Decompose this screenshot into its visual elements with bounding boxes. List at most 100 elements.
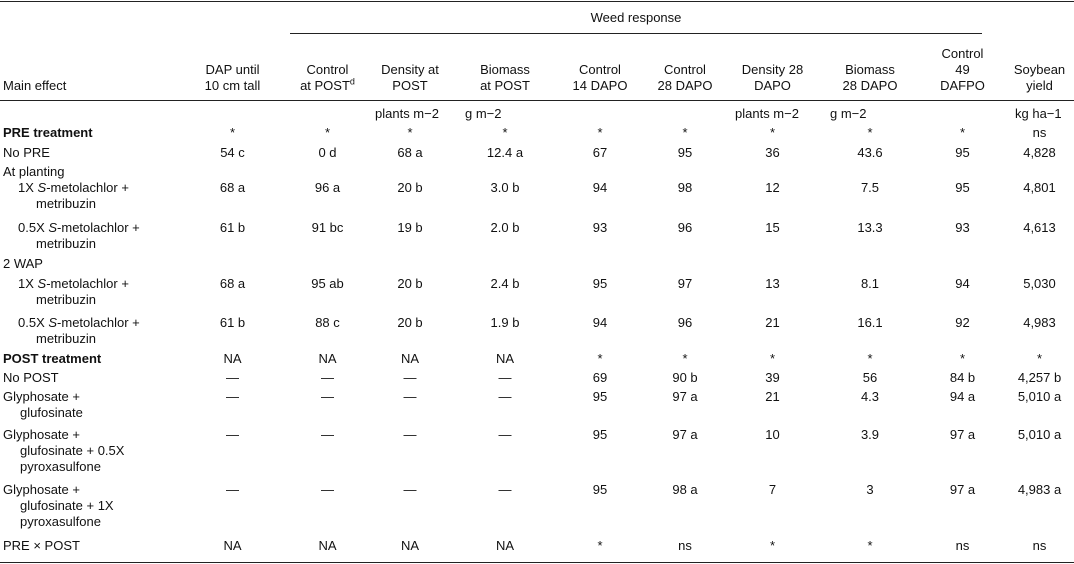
table-cell: 93	[592, 220, 608, 235]
table-cell: 94	[592, 315, 608, 330]
row-label: pyroxasulfone	[20, 514, 101, 529]
table-cell: 5,010 a	[1017, 427, 1062, 442]
row-label: PRE treatment	[3, 125, 93, 140]
table-cell: 10	[765, 427, 780, 442]
table-cell: —	[321, 389, 334, 404]
table-cell: 98	[677, 180, 693, 195]
table-cell: —	[321, 482, 334, 497]
column-header-line: 10 cm tall	[204, 78, 261, 93]
column-header-line: DAPO	[754, 78, 791, 93]
table-cell: 4.3	[860, 389, 880, 404]
table-cell: 3.9	[860, 427, 880, 442]
table-cell: *	[959, 125, 966, 140]
unit-label: g m−2	[465, 106, 502, 121]
column-header-line: DAP until	[205, 62, 260, 77]
table-cell: —	[321, 427, 334, 442]
table-cell: 5,010 a	[1017, 389, 1062, 404]
table-cell: *	[1036, 351, 1043, 366]
table-cell: 94 a	[949, 389, 976, 404]
table-cell: —	[226, 482, 239, 497]
row-label: POST treatment	[3, 351, 102, 366]
table-cell: NA	[223, 538, 242, 553]
row-label: 0.5X S-metolachlor +	[18, 220, 140, 235]
table-cell: *	[502, 125, 508, 140]
table-cell: 94	[592, 180, 608, 195]
row-label: metribuzin	[36, 196, 96, 211]
table-cell: 16.1	[857, 315, 883, 330]
table-cell: 4,257 b	[1017, 370, 1062, 385]
table-cell: 3.0 b	[490, 180, 520, 195]
table-cell: *	[407, 125, 413, 140]
table-cell: 8.1	[860, 276, 880, 291]
table-cell: 90 b	[672, 370, 698, 385]
table-cell: 61 b	[219, 315, 246, 330]
column-header-line: Control	[306, 62, 349, 77]
rule-bottom	[0, 562, 1074, 563]
table-cell: 84 b	[949, 370, 976, 385]
table-cell: 96 a	[314, 180, 341, 195]
table-cell: *	[867, 538, 873, 553]
table-cell: 95	[592, 389, 608, 404]
table-cell: 4,983	[1023, 315, 1056, 330]
table-cell: 95	[955, 180, 970, 195]
table-cell: 7	[768, 482, 777, 497]
rule-top	[0, 1, 1074, 2]
table-cell: ns	[678, 538, 692, 553]
row-label: No POST	[3, 370, 59, 385]
table-cell: NA	[400, 351, 420, 366]
table-cell: 69	[592, 370, 608, 385]
row-label: 1X S-metolachlor +	[18, 276, 129, 291]
table-cell: 4,828	[1023, 145, 1056, 160]
table-cell: 61 b	[219, 220, 246, 235]
table-cell: 13	[765, 276, 780, 291]
column-header-line: yield	[1026, 78, 1053, 93]
table-cell: ns	[955, 538, 970, 553]
row-label: metribuzin	[36, 236, 96, 251]
table-cell: ns	[1032, 538, 1047, 553]
column-header-line: DAFPO	[940, 78, 985, 93]
table-cell: 97	[677, 276, 693, 291]
row-label: Glyphosate +	[3, 389, 80, 404]
table-cell: —	[226, 427, 239, 442]
table-cell: *	[682, 351, 688, 366]
unit-label: plants m−2	[375, 106, 439, 121]
table-cell: 12.4 a	[486, 145, 524, 160]
table-cell: 15	[765, 220, 780, 235]
table-cell: *	[867, 351, 873, 366]
table-cell: *	[597, 351, 603, 366]
table-cell: 21	[765, 315, 780, 330]
table-cell: 97 a	[949, 482, 976, 497]
header-main-effect: Main effect	[3, 78, 67, 93]
table-cell: 95	[955, 145, 970, 160]
table-cell: 96	[677, 315, 693, 330]
table-cell: NA	[400, 538, 420, 553]
table-cell: 98 a	[672, 482, 698, 497]
table-cell: 36	[765, 145, 780, 160]
table-cell: 4,613	[1023, 220, 1056, 235]
table-cell: NA	[495, 538, 515, 553]
table-cell: 39	[765, 370, 780, 385]
unit-label: kg ha−1	[1015, 106, 1062, 121]
unit-label: g m−2	[830, 106, 867, 121]
table-cell: 95	[592, 482, 608, 497]
table-cell: 4,801	[1023, 180, 1056, 195]
table-cell: NA	[318, 351, 337, 366]
rule-header-bottom	[0, 100, 1074, 101]
table-cell: 92	[955, 315, 970, 330]
table-cell: —	[403, 370, 417, 385]
row-label: metribuzin	[36, 292, 96, 307]
table-cell: NA	[223, 351, 242, 366]
column-header-line: Density 28	[741, 62, 804, 77]
table-cell: 97 a	[949, 427, 976, 442]
column-header-line: Density at	[381, 62, 439, 77]
column-header-line: 28 DAPO	[657, 78, 713, 93]
table-cell: *	[682, 125, 688, 140]
table-cell: —	[498, 370, 512, 385]
table-cell: *	[769, 125, 776, 140]
table-cell: 94	[955, 276, 970, 291]
table-cell: 20 b	[397, 315, 423, 330]
table-cell: —	[403, 389, 417, 404]
row-label: 0.5X S-metolachlor +	[18, 315, 140, 330]
table-cell: 67	[592, 145, 608, 160]
